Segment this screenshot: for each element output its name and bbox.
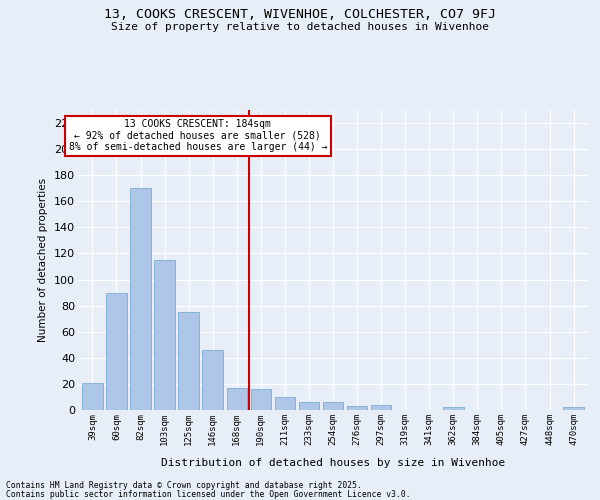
Bar [371, 405, 391, 410]
Bar [106, 292, 127, 410]
Text: Size of property relative to detached houses in Wivenhoe: Size of property relative to detached ho… [111, 22, 489, 32]
Bar [251, 389, 271, 410]
Bar [82, 382, 103, 410]
Y-axis label: Number of detached properties: Number of detached properties [38, 178, 49, 342]
Bar [202, 350, 223, 410]
Text: 13, COOKS CRESCENT, WIVENHOE, COLCHESTER, CO7 9FJ: 13, COOKS CRESCENT, WIVENHOE, COLCHESTER… [104, 8, 496, 20]
Text: Distribution of detached houses by size in Wivenhoe: Distribution of detached houses by size … [161, 458, 505, 468]
Bar [227, 388, 247, 410]
Bar [299, 402, 319, 410]
Bar [443, 408, 464, 410]
Bar [275, 397, 295, 410]
Text: 13 COOKS CRESCENT: 184sqm
← 92% of detached houses are smaller (528)
8% of semi-: 13 COOKS CRESCENT: 184sqm ← 92% of detac… [68, 119, 327, 152]
Bar [347, 406, 367, 410]
Bar [323, 402, 343, 410]
Bar [130, 188, 151, 410]
Bar [563, 408, 584, 410]
Bar [178, 312, 199, 410]
Bar [154, 260, 175, 410]
Text: Contains public sector information licensed under the Open Government Licence v3: Contains public sector information licen… [6, 490, 410, 499]
Text: Contains HM Land Registry data © Crown copyright and database right 2025.: Contains HM Land Registry data © Crown c… [6, 481, 362, 490]
